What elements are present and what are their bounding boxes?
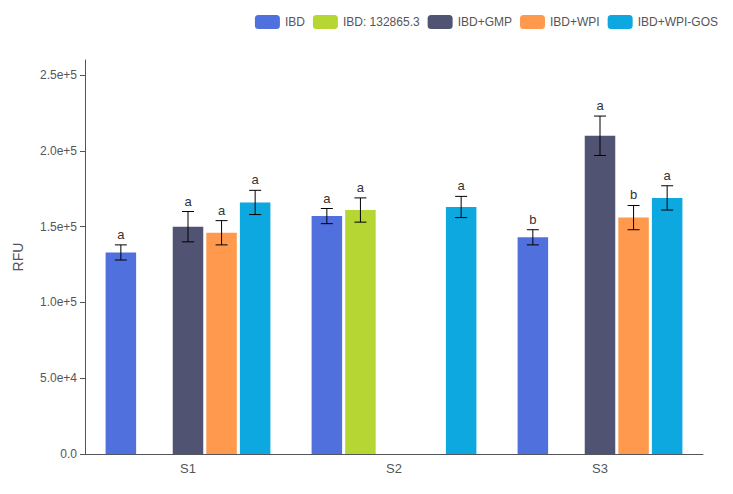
svg-text:IBD: 132865.3: IBD: 132865.3 [343,15,420,29]
svg-text:1.0e+5: 1.0e+5 [40,295,77,309]
svg-text:1.5e+5: 1.5e+5 [40,220,77,234]
svg-text:a: a [184,194,192,209]
svg-text:a: a [664,168,672,183]
svg-text:5.0e+4: 5.0e+4 [40,371,77,385]
svg-text:a: a [458,178,466,193]
svg-text:S1: S1 [180,461,196,476]
svg-text:IBD+GMP: IBD+GMP [458,15,512,29]
svg-text:IBD+WPI-GOS: IBD+WPI-GOS [638,15,718,29]
svg-text:2.0e+5: 2.0e+5 [40,144,77,158]
svg-text:0.0: 0.0 [60,447,77,461]
svg-text:b: b [529,212,536,227]
svg-text:a: a [117,227,125,242]
svg-text:S2: S2 [386,461,402,476]
svg-text:a: a [596,98,604,113]
svg-text:IBD+WPI: IBD+WPI [550,15,600,29]
svg-text:a: a [357,180,365,195]
svg-text:IBD: IBD [285,15,305,29]
svg-text:a: a [323,191,331,206]
svg-text:S3: S3 [592,461,608,476]
svg-text:2.5e+5: 2.5e+5 [40,68,77,82]
svg-text:b: b [630,187,637,202]
svg-text:a: a [252,172,260,187]
svg-text:a: a [218,203,226,218]
svg-text:RFU: RFU [10,243,26,272]
